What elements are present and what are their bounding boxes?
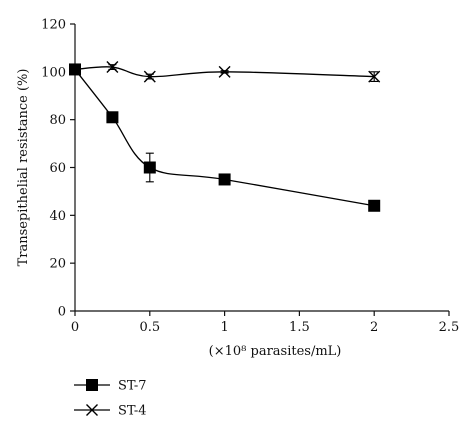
data-point-square bbox=[218, 173, 231, 186]
series-st-4 bbox=[69, 61, 381, 83]
legend-item-st-7: ST-7 bbox=[74, 379, 147, 394]
data-point-x bbox=[69, 63, 81, 76]
x-tick-label: 2 bbox=[370, 320, 378, 335]
data-point-square bbox=[368, 199, 381, 212]
legend-item-st-4: ST-4 bbox=[74, 404, 147, 419]
data-point-square bbox=[106, 111, 119, 124]
data-point-square bbox=[143, 161, 156, 174]
legend: ST-7 ST-4 bbox=[74, 379, 147, 419]
y-tick-label: 20 bbox=[49, 257, 66, 272]
legend-label: ST-7 bbox=[118, 379, 147, 394]
legend-marker-x bbox=[86, 404, 98, 416]
data-point-x bbox=[218, 65, 231, 78]
x-tick-label: 1.5 bbox=[289, 320, 310, 335]
series-line-st-4 bbox=[74, 66, 375, 78]
x-tick-label: 0 bbox=[71, 320, 79, 335]
series-line-st-7 bbox=[74, 69, 375, 207]
y-tick-label: 80 bbox=[49, 113, 66, 128]
y-axis-label: Transepithelial resistance (%) bbox=[16, 69, 31, 267]
data-point-x bbox=[106, 61, 119, 74]
series-layer bbox=[69, 61, 381, 212]
y-tick-label: 100 bbox=[41, 65, 66, 80]
series-st-7 bbox=[69, 63, 381, 212]
y-tick-label: 0 bbox=[58, 305, 66, 320]
axes-group bbox=[74, 24, 449, 312]
y-tick-label: 40 bbox=[49, 209, 66, 224]
x-tick-label: 0.5 bbox=[139, 320, 160, 335]
legend-label: ST-4 bbox=[118, 404, 147, 419]
y-tick-label: 60 bbox=[49, 161, 66, 176]
x-axis-label: (×10⁸ parasites/mL) bbox=[209, 344, 342, 359]
data-point-x bbox=[143, 70, 156, 83]
x-ticks-group: 0 0.5 1 1.5 2 2.5 bbox=[71, 311, 459, 335]
y-ticks-group: 0 20 40 60 80 100 120 bbox=[41, 18, 75, 320]
x-tick-label: 1 bbox=[220, 320, 228, 335]
data-point-x bbox=[368, 70, 381, 83]
legend-marker-square bbox=[86, 379, 98, 391]
y-tick-label: 120 bbox=[41, 18, 66, 33]
x-tick-label: 2.5 bbox=[439, 320, 460, 335]
